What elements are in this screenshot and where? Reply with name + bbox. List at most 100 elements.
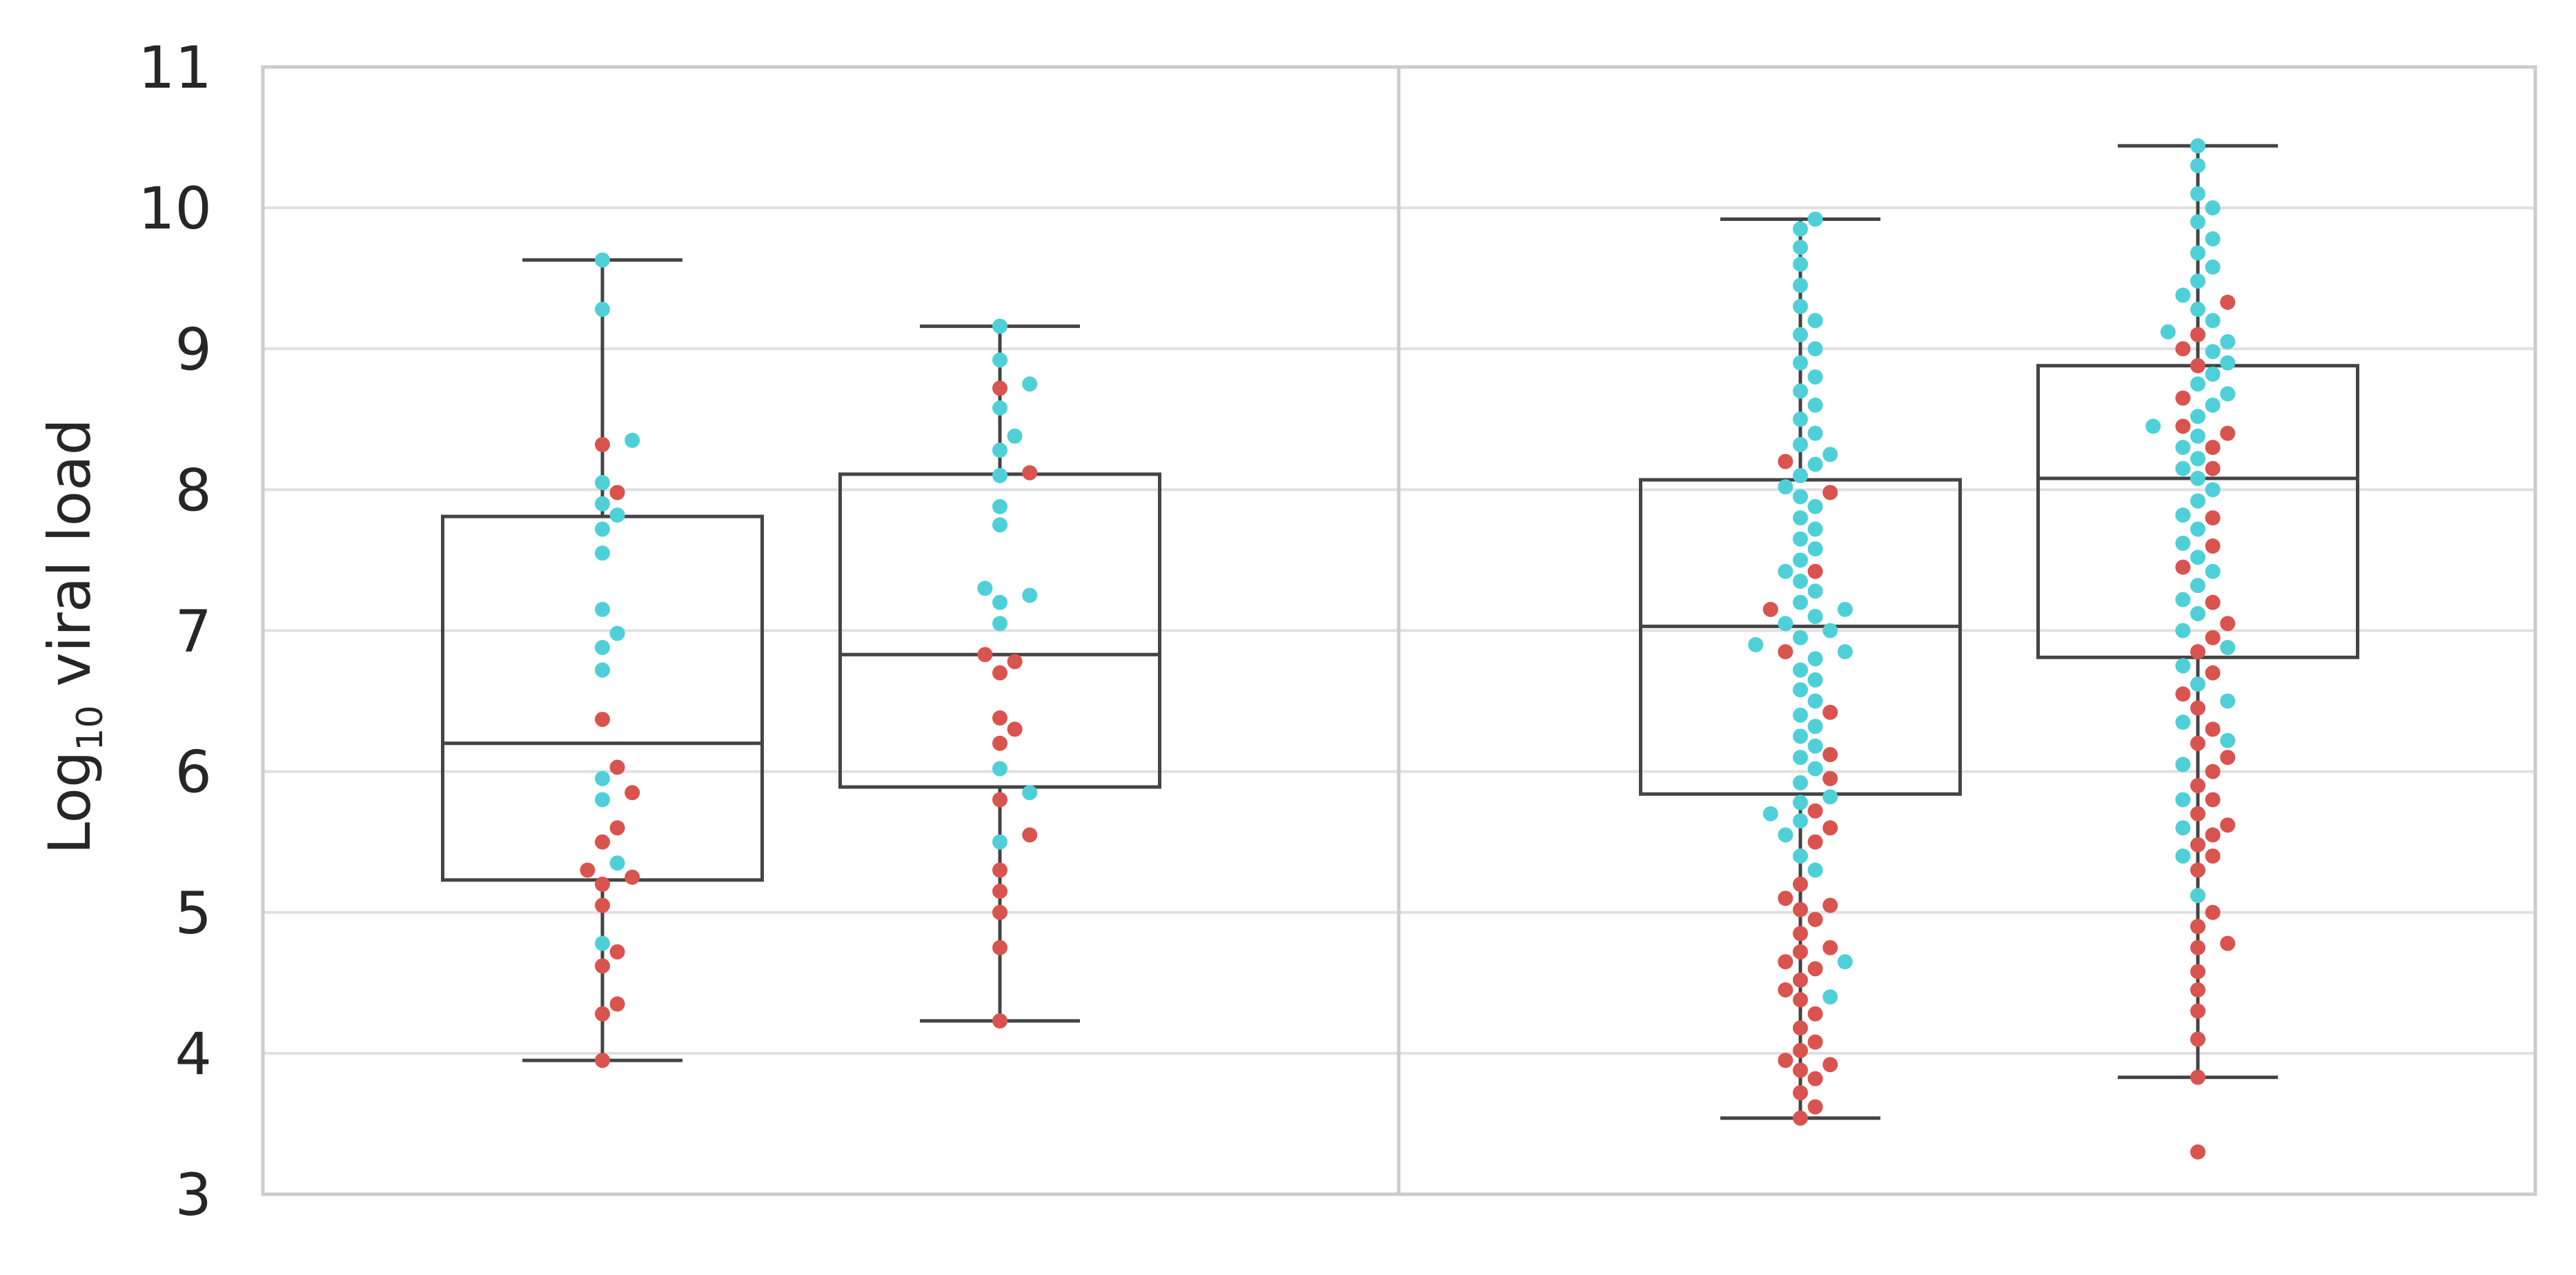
data-point [2190,358,2205,373]
data-point [2205,665,2221,681]
data-point [992,594,1007,610]
data-point [1778,1053,1793,1069]
data-point [992,517,1007,533]
data-point [1793,707,1808,723]
data-point [1822,789,1838,805]
data-point [977,647,993,663]
data-point [1778,616,1793,632]
data-point [992,862,1007,878]
data-point [2175,686,2191,702]
data-point [2205,594,2221,610]
data-point [1793,682,1808,698]
y-axis-label-subscript: 10 [70,705,111,751]
data-point [992,1013,1007,1029]
data-point [1807,738,1823,754]
data-point [609,944,625,960]
data-point [2190,186,2205,202]
data-point [992,318,1007,334]
data-point [1807,719,1823,734]
data-point [1807,761,1823,777]
data-point [1793,531,1808,547]
data-point [1793,926,1808,942]
data-point [992,904,1007,920]
data-point [1822,940,1838,955]
data-point [2190,982,2205,998]
data-point [2190,700,2205,716]
data-point [992,735,1007,751]
data-point [609,485,625,500]
data-point [2175,820,2191,836]
data-point [1007,654,1023,670]
data-point [595,475,610,491]
data-point [992,710,1007,726]
data-point [2220,693,2236,709]
y-tick-label: 3 [175,1161,212,1229]
data-point [2175,418,2191,434]
data-point [2190,157,2205,173]
plot-frame [261,65,2537,1196]
data-point [2145,418,2161,434]
data-point [1022,827,1038,843]
data-point [2175,592,2191,607]
data-point [1778,563,1793,579]
data-point [595,770,610,786]
data-point [992,400,1007,416]
data-point [2190,735,2205,751]
data-point [2190,862,2205,878]
data-point [1807,693,1823,709]
data-point [2190,428,2205,444]
data-point [1807,1099,1823,1115]
data-point [1793,750,1808,766]
data-point [1793,1062,1808,1078]
data-point [1807,341,1823,357]
data-point [1793,437,1808,453]
data-point [2175,658,2191,674]
data-point [992,352,1007,368]
data-point [2190,214,2205,230]
data-point [2190,806,2205,821]
data-point [2205,904,2221,920]
data-point [595,876,610,892]
y-tick-label: 5 [175,879,212,947]
data-point [2175,341,2191,357]
y-axis-label-suffix: viral load [36,418,104,705]
data-point [2205,313,2221,329]
data-point [2220,334,2236,350]
data-point [2175,559,2191,575]
data-point [1007,721,1023,737]
data-point [2205,827,2221,843]
data-point [595,1053,610,1069]
data-point [2190,376,2205,392]
y-axis-label-base: Log [36,751,104,855]
data-point [2205,721,2221,737]
data-point [1748,636,1764,652]
data-point [2205,440,2221,456]
data-point [1807,369,1823,385]
data-point [2205,510,2221,526]
data-point [2190,837,2205,853]
data-point [1793,383,1808,399]
data-point [595,639,610,655]
data-point [1822,704,1838,720]
data-point [595,601,610,617]
data-point [1793,813,1808,829]
data-point [595,252,610,268]
data-point [2190,471,2205,487]
data-point [977,581,993,596]
data-point [1793,775,1808,790]
y-tick-label: 10 [138,175,212,242]
data-point [2205,538,2221,554]
data-point [580,862,596,878]
data-point [1778,954,1793,970]
data-point [1807,1034,1823,1050]
y-tick-label: 7 [175,598,212,665]
data-point [1022,376,1038,392]
data-point [625,785,640,801]
data-point [2205,763,2221,779]
data-point [1778,479,1793,495]
data-point [2190,138,2205,154]
data-point [1807,651,1823,667]
data-point [595,834,610,850]
data-point [1793,848,1808,864]
